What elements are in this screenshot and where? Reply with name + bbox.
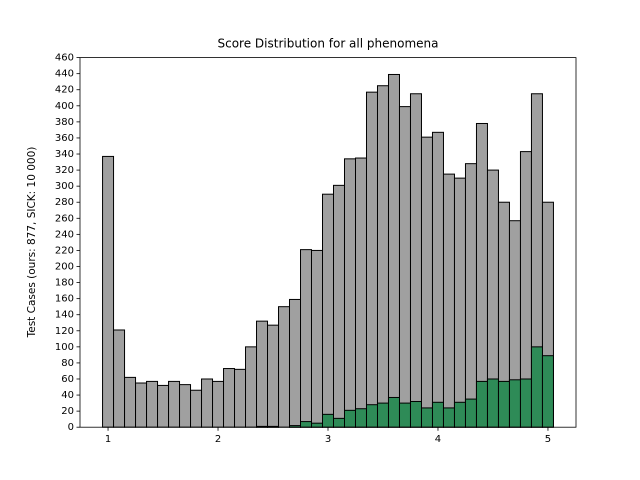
bar: [256, 320, 269, 428]
bar: [157, 384, 170, 428]
bar: [475, 380, 488, 428]
bar: [343, 158, 356, 428]
bar: [354, 408, 367, 428]
bar: [179, 384, 192, 428]
bar: [146, 380, 159, 428]
y-tick-label: 320: [55, 165, 74, 176]
bar: [343, 409, 356, 428]
bar: [464, 163, 477, 428]
bar: [453, 177, 466, 428]
bar: [442, 407, 455, 428]
y-tick-label: 20: [61, 406, 74, 417]
y-tick-label: 340: [55, 149, 74, 160]
bar: [398, 402, 411, 428]
bar: [102, 155, 115, 428]
y-tick-label: 240: [55, 229, 74, 240]
bar: [420, 407, 433, 428]
bar: [322, 193, 334, 428]
bar: [409, 93, 422, 428]
bar: [124, 376, 137, 428]
bar: [431, 401, 444, 428]
bar: [409, 400, 422, 428]
y-tick-label: 200: [55, 262, 74, 273]
y-tick-label: 140: [55, 310, 74, 321]
y-tick-label: 120: [55, 326, 74, 337]
bar: [113, 329, 126, 428]
bar: [322, 413, 334, 428]
x-tick-label: 3: [325, 434, 331, 445]
bar: [541, 355, 554, 428]
bar: [201, 378, 214, 428]
bar: [442, 173, 455, 428]
bar: [486, 378, 499, 428]
bar: [431, 131, 444, 428]
bar: [168, 380, 181, 428]
y-tick-label: 180: [55, 278, 74, 289]
y-tick-label: 160: [55, 294, 74, 305]
bar: [376, 85, 389, 428]
bar: [376, 402, 389, 428]
bar: [365, 91, 378, 428]
y-tick-label: 60: [61, 374, 74, 385]
bar: [234, 368, 247, 428]
bar: [453, 401, 466, 428]
y-tick-label: 80: [61, 358, 74, 369]
bar: [278, 306, 291, 428]
bar: [212, 380, 225, 428]
bar: [289, 298, 302, 428]
y-tick-label: 300: [55, 181, 74, 192]
bar: [332, 184, 345, 428]
bar: [508, 379, 521, 428]
bar: [267, 324, 280, 428]
bar: [311, 422, 324, 428]
x-tick-label: 4: [435, 434, 441, 445]
bar: [464, 398, 477, 428]
y-tick-label: 420: [55, 85, 74, 96]
y-axis-label: Test Cases (ours: 877, SICK: 10 000): [26, 147, 38, 339]
bar: [519, 378, 532, 428]
y-tick-label: 220: [55, 245, 74, 256]
y-tick-label: 260: [55, 213, 74, 224]
x-tick-label: 1: [105, 434, 111, 445]
y-tick-label: 400: [55, 101, 74, 112]
bar: [135, 382, 148, 428]
bar: [354, 157, 367, 428]
bar: [530, 346, 543, 428]
bar: [398, 106, 411, 428]
bar: [365, 404, 378, 428]
y-tick-label: 0: [68, 422, 74, 433]
x-tick-label: 2: [215, 434, 221, 445]
bar: [420, 136, 433, 428]
y-tick-label: 280: [55, 197, 74, 208]
bar: [311, 249, 324, 428]
y-tick-label: 460: [55, 53, 74, 64]
x-tick-label: 5: [545, 434, 551, 445]
y-tick-label: 440: [55, 69, 74, 80]
bar: [190, 389, 203, 428]
y-tick-label: 360: [55, 133, 74, 144]
chart-title: Score Distribution for all phenomena: [218, 37, 439, 51]
bar: [387, 396, 400, 428]
y-tick-label: 380: [55, 117, 74, 128]
y-tick-label: 100: [55, 342, 74, 353]
bar: [245, 346, 258, 428]
bar: [300, 421, 313, 428]
y-tick-label: 40: [61, 390, 74, 401]
bar: [387, 73, 400, 428]
bar: [223, 368, 236, 428]
bar: [332, 417, 345, 428]
bar: [497, 380, 510, 428]
bar: [300, 249, 313, 428]
